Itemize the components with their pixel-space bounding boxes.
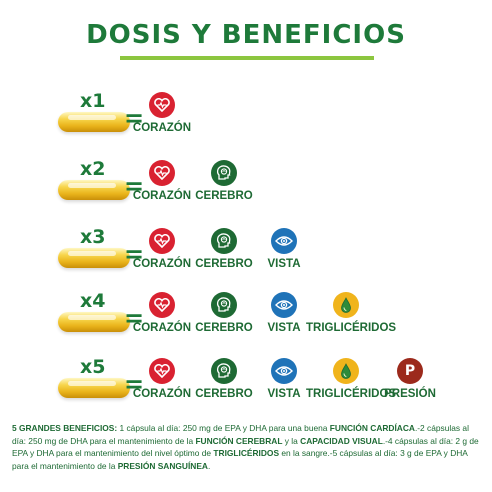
dosage-row: x4 = CORAZÓN CEREBRO VISTA TRIGLICÉRIDOS [0, 290, 492, 350]
benefit-pressure: P PRESIÓN [370, 358, 450, 414]
benefit-label: VISTA [267, 388, 301, 400]
brain-icon [211, 228, 237, 254]
benefit-brain: CEREBRO [184, 358, 264, 414]
brain-icon [211, 160, 237, 186]
eye-icon [271, 358, 297, 384]
benefit-label: CEREBRO [195, 190, 253, 202]
footer-text-6: . [207, 460, 211, 471]
benefit-label: VISTA [267, 258, 301, 270]
footer-bold-pressure: PRESIÓN SANGUÍNEA [117, 460, 208, 471]
capsule-image [58, 378, 130, 398]
benefit-drop: TRIGLICÉRIDOS [306, 358, 397, 414]
pressure-icon: P [397, 358, 423, 384]
benefit-brain: CEREBRO [184, 292, 264, 348]
benefits-description: 5 GRANDES BENEFICIOS: 1 cápsula al día: … [12, 422, 482, 472]
benefit-label: CORAZÓN [132, 122, 192, 134]
equals-sign: = [124, 104, 145, 132]
benefit-brain: CEREBRO [184, 160, 264, 216]
benefit-label: CORAZÓN [132, 388, 192, 400]
benefit-heart: CORAZÓN [122, 292, 202, 348]
dosage-row: x1 = CORAZÓN [0, 90, 492, 150]
footer-bold-brain: FUNCIÓN CEREBRAL [195, 435, 283, 446]
benefit-label: CEREBRO [195, 322, 253, 334]
capsule-multiplier: x4 [80, 290, 106, 312]
equals-sign: = [124, 370, 145, 398]
eye-icon [271, 228, 297, 254]
page-title: DOSIS Y BENEFICIOS [86, 20, 406, 50]
equals-sign: = [124, 304, 145, 332]
capsule-multiplier: x1 [80, 90, 106, 112]
dosage-row: x2 = CORAZÓN CEREBRO [0, 158, 492, 218]
benefit-label: CEREBRO [195, 388, 253, 400]
drop-icon [333, 358, 359, 384]
drop-icon [333, 292, 359, 318]
benefit-label: PRESIÓN [384, 388, 436, 400]
benefit-label: TRIGLICÉRIDOS [306, 388, 397, 400]
benefit-drop: TRIGLICÉRIDOS [306, 292, 397, 348]
brain-icon [211, 292, 237, 318]
benefit-label: CORAZÓN [132, 258, 192, 270]
capsule-multiplier: x3 [80, 226, 106, 248]
benefit-label: TRIGLICÉRIDOS [306, 322, 397, 334]
capsule-multiplier: x2 [80, 158, 106, 180]
footer-text-1: 1 cápsula al día: 250 mg de EPA y DHA pa… [117, 423, 330, 433]
equals-sign: = [124, 240, 145, 268]
footer-text-2: .-2 cápsulas al día: 250 mg de DHA para … [12, 423, 469, 446]
brain-icon [211, 358, 237, 384]
capsule-image [58, 180, 130, 200]
heart-icon [149, 92, 175, 118]
footer-bold-triglycerides: TRIGLICÉRIDOS [213, 448, 280, 458]
heart-icon [149, 358, 175, 384]
heart-icon [149, 292, 175, 318]
benefit-label: CEREBRO [195, 258, 253, 270]
capsule-image [58, 112, 130, 132]
benefit-eye: VISTA [244, 292, 324, 348]
footer-text-3: y la [282, 435, 301, 446]
benefit-eye: VISTA [244, 228, 324, 284]
title-underline [120, 56, 374, 60]
footer-bold-cardiac: FUNCIÓN CARDÍACA [329, 423, 415, 433]
benefit-heart: CORAZÓN [122, 160, 202, 216]
benefit-heart: CORAZÓN [122, 92, 202, 148]
benefit-heart: CORAZÓN [122, 358, 202, 414]
eye-icon [271, 292, 297, 318]
equals-sign: = [124, 172, 145, 200]
footer-bold-visual: CAPACIDAD VISUAL [300, 435, 383, 446]
dosage-row: x5 = CORAZÓN CEREBRO VISTA TRIGLICÉRIDOS P PRES… [0, 356, 492, 416]
benefit-label: CORAZÓN [132, 190, 192, 202]
capsule-multiplier: x5 [80, 356, 106, 378]
benefit-label: VISTA [267, 322, 301, 334]
heart-icon [149, 228, 175, 254]
capsule-image [58, 312, 130, 332]
footer-text-5: en la sangre.-5 cápsulas al día: 3 g de … [12, 448, 468, 471]
benefit-brain: CEREBRO [184, 228, 264, 284]
benefit-label: CORAZÓN [132, 322, 192, 334]
capsule-image [58, 248, 130, 268]
footer-heading: 5 GRANDES BENEFICIOS: [12, 423, 118, 433]
benefit-eye: VISTA [244, 358, 324, 414]
benefit-heart: CORAZÓN [122, 228, 202, 284]
footer-text-4: .-4 cápsulas al día: 2 g de EPA y DHA pa… [12, 435, 479, 459]
dosage-row: x3 = CORAZÓN CEREBRO VISTA [0, 226, 492, 286]
heart-icon [149, 160, 175, 186]
